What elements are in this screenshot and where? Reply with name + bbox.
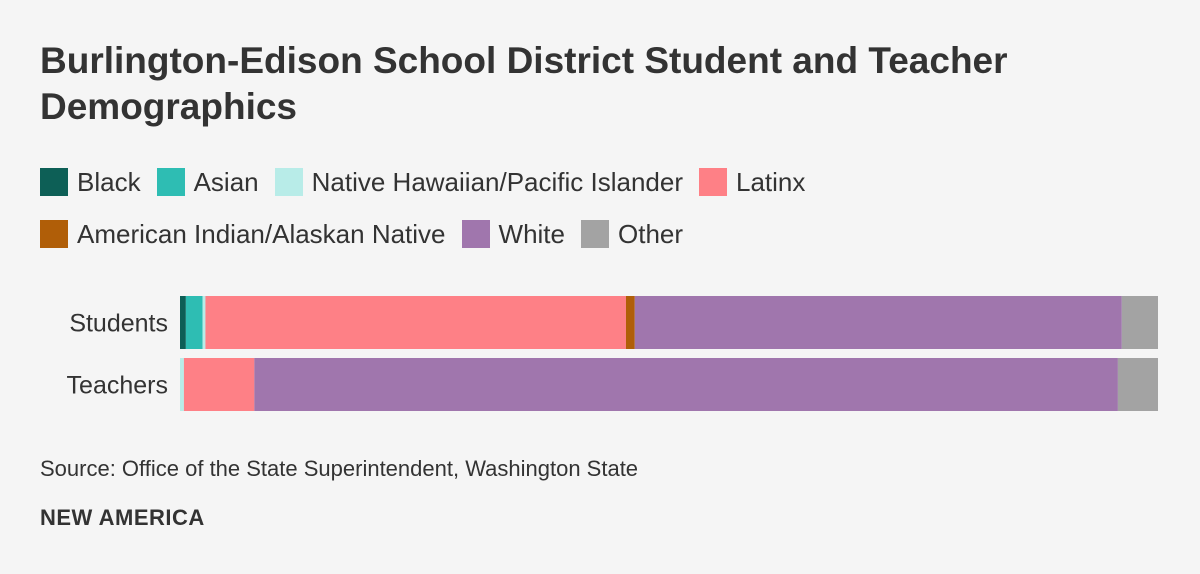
category-labels: Students Teachers xyxy=(67,310,168,400)
legend-label-black: Black xyxy=(77,167,141,197)
legend-item-white: White xyxy=(461,219,565,249)
legend-label-american-indian: American Indian/Alaskan Native xyxy=(77,219,446,249)
legend-label-latinx: Latinx xyxy=(736,167,806,197)
legend-item-latinx: Latinx xyxy=(699,168,805,196)
category-label-students: Students xyxy=(69,310,168,338)
chart-title: Burlington-Edison School District Studen… xyxy=(40,40,1008,127)
bar-segment-teachers-native-hawaiian-pacific-islander xyxy=(180,358,184,411)
bar-segment-students-asian xyxy=(185,296,203,349)
legend-swatch-asian xyxy=(156,168,185,196)
bar-segment-students-other xyxy=(1121,296,1158,349)
stacked-bar-chart: Students Teachers xyxy=(67,296,1158,411)
legend-swatch-latinx xyxy=(699,168,728,196)
bar-segment-students-black xyxy=(180,296,186,349)
bar-segment-students-latinx xyxy=(205,296,626,349)
legend-item-native-hawaiian: Native Hawaiian/Pacific Islander xyxy=(274,167,684,197)
legend-swatch-black xyxy=(40,168,68,196)
legend-label-asian: Asian xyxy=(193,167,259,197)
source-note: Source: Office of the State Superintende… xyxy=(40,456,639,481)
bar-segments xyxy=(180,296,1158,411)
legend-swatch-american-indian xyxy=(40,220,68,248)
category-label-teachers: Teachers xyxy=(67,372,168,400)
legend-item-asian: Asian xyxy=(156,167,259,197)
legend-item-other: Other xyxy=(581,220,683,248)
bar-segment-students-american-indian-alaskan-native xyxy=(625,296,635,349)
brand-logo-text: NEW AMERICA xyxy=(40,505,205,530)
legend-swatch-native-hawaiian xyxy=(274,168,303,196)
legend-label-native-hawaiian: Native Hawaiian/Pacific Islander xyxy=(311,167,684,197)
bar-segment-teachers-white xyxy=(254,358,1118,411)
legend: Black Asian Native Hawaiian/Pacific Isla… xyxy=(40,168,1160,248)
legend-swatch-other xyxy=(581,220,609,248)
legend-item-american-indian: American Indian/Alaskan Native xyxy=(40,220,446,248)
legend-label-other: Other xyxy=(618,219,684,249)
bar-segment-teachers-other xyxy=(1117,358,1158,411)
legend-swatch-white xyxy=(461,220,490,248)
legend-item-black: Black xyxy=(40,168,141,196)
legend-label-white: White xyxy=(498,219,565,249)
bar-segment-teachers-latinx xyxy=(183,358,255,411)
bar-segment-students-white xyxy=(634,296,1122,349)
bar-segment-students-native-hawaiian-pacific-islander xyxy=(202,296,206,349)
